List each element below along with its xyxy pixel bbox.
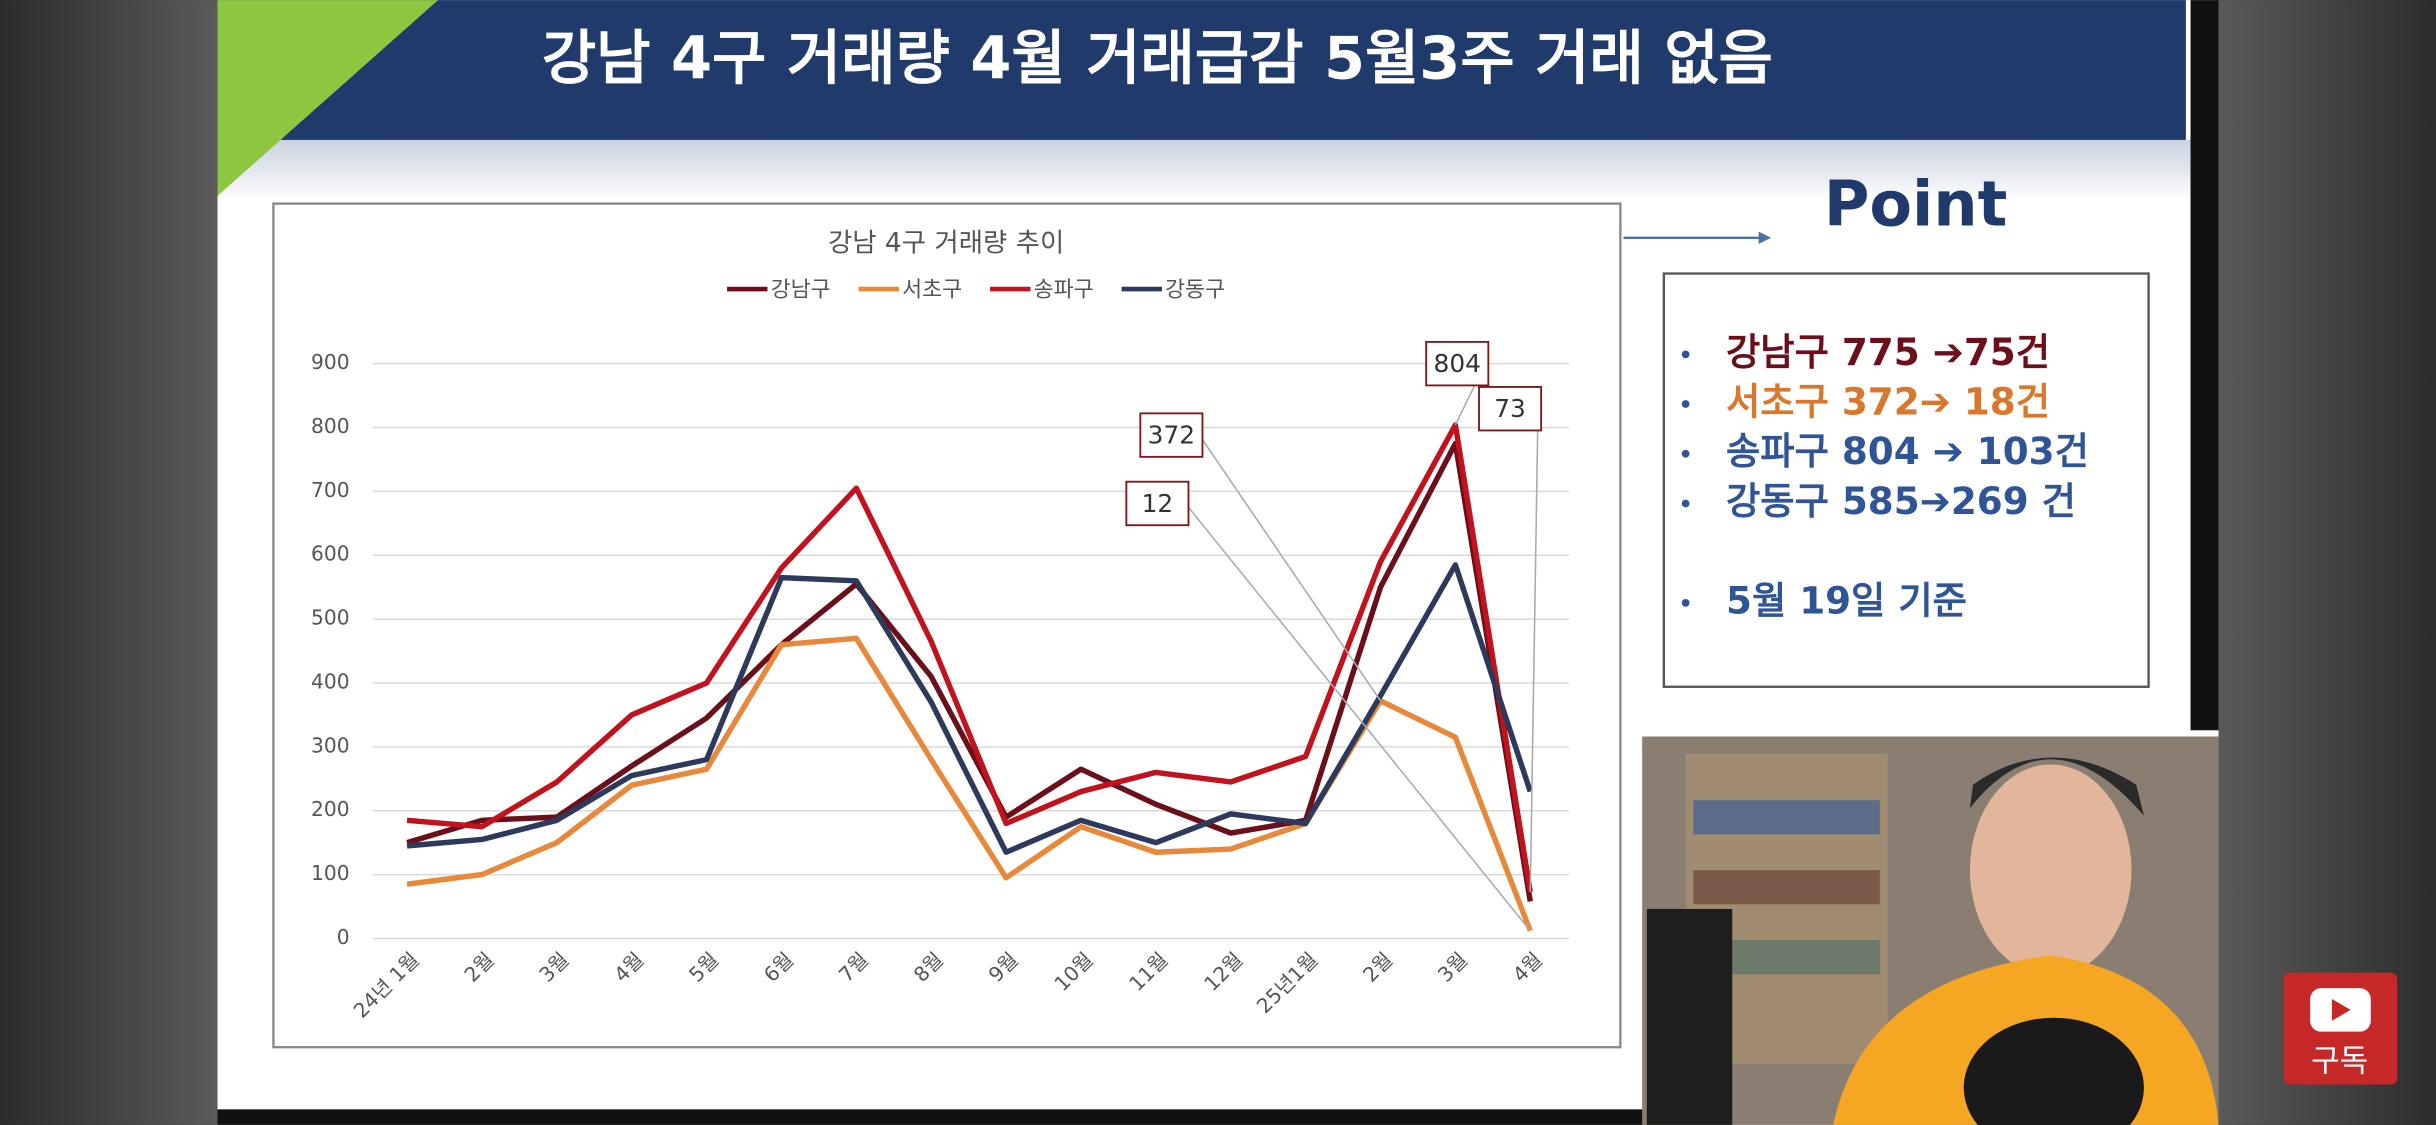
bullet (1681, 449, 1690, 458)
bullet (1681, 400, 1690, 408)
data-label: 12 (1142, 489, 1174, 518)
legend-label: 서초구 (902, 278, 962, 303)
chart-title: 강남 4구 거래량 추이 (828, 228, 1064, 259)
data-label-box (1139, 412, 1204, 458)
legend-label: 송파구 (1034, 278, 1094, 303)
series-line (406, 562, 1533, 855)
leader-line (1529, 408, 1539, 892)
series-line (406, 440, 1533, 902)
bottom-strip (217, 1109, 1647, 1125)
point-text: 강동구 585➔269 건 (1726, 479, 2076, 523)
bullet (1681, 499, 1690, 508)
data-label-box (1478, 386, 1543, 432)
black-strip (2190, 0, 2219, 731)
side-right (2218, 0, 2436, 1125)
point-text: 서초구 372➔ 18건 (1726, 380, 2050, 424)
y-tick-label: 200 (311, 797, 350, 821)
leader-line (1198, 434, 1382, 702)
slide-title: 강남 4구 거래량 4월 거래급감 5월3주 거래 없음 (542, 23, 1773, 92)
leader-line (1184, 502, 1531, 932)
y-tick-label: 300 (311, 733, 350, 757)
books (1693, 870, 1880, 905)
series-line (406, 422, 1533, 893)
point-text: 송파구 804 ➔ 103건 (1726, 429, 2089, 473)
microphone (1963, 1017, 2144, 1125)
y-tick-label: 800 (311, 414, 350, 438)
y-tick-label: 900 (311, 350, 350, 374)
point-box (1662, 272, 2150, 688)
data-label-box (1125, 480, 1190, 527)
bullet (1681, 599, 1690, 607)
y-tick-label: 600 (311, 542, 350, 566)
header-band (217, 0, 2186, 140)
y-tick-label: 500 (311, 606, 350, 630)
monitor (1646, 908, 1733, 1125)
side-left (0, 0, 218, 1125)
y-tick-label: 100 (311, 861, 350, 885)
face (1969, 764, 2132, 976)
point-text: 강남구 775 ➔75건 (1726, 330, 2050, 374)
legend-label: 강남구 (771, 278, 831, 303)
y-tick-label: 0 (337, 925, 350, 949)
books (1693, 800, 1880, 835)
subscribe-label: 구독 (2311, 1044, 2368, 1080)
y-tick-label: 700 (311, 478, 350, 502)
webcam (1642, 736, 2219, 1125)
header-shadow (217, 139, 2191, 203)
hair (1969, 757, 2144, 816)
subscribe-play (2331, 999, 2351, 1021)
pointer-head (1758, 231, 1772, 245)
point-text: 5월 19일 기준 (1726, 578, 1967, 622)
data-label-box (1425, 340, 1490, 387)
data-label: 73 (1494, 394, 1526, 423)
data-label: 372 (1148, 421, 1195, 450)
point-heading: Point (1824, 167, 2007, 240)
legend-label: 강동구 (1165, 278, 1225, 303)
chart-frame (272, 202, 1622, 1049)
y-tick-label: 400 (311, 669, 350, 693)
data-label: 804 (1434, 349, 1481, 378)
bullet (1681, 350, 1690, 359)
